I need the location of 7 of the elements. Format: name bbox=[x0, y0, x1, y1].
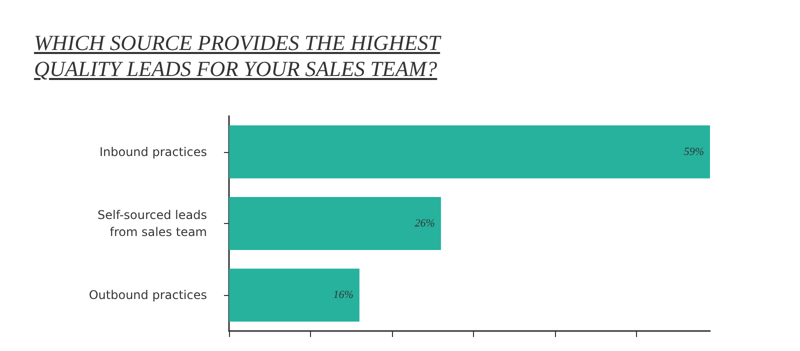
data-label: 26% bbox=[414, 218, 435, 230]
data-label: 16% bbox=[333, 289, 354, 302]
y-tick-label: Self-sourced leads from sales team bbox=[98, 208, 207, 239]
y-tick-label: Inbound practices bbox=[99, 144, 207, 159]
chart-title: WHICH SOURCE PROVIDES THE HIGHEST QUALITY LEADS FOR YOUR SALES TEAM? bbox=[34, 30, 442, 82]
data-label: 59% bbox=[684, 146, 704, 158]
y-tick-label: Outbound practices bbox=[88, 288, 207, 302]
